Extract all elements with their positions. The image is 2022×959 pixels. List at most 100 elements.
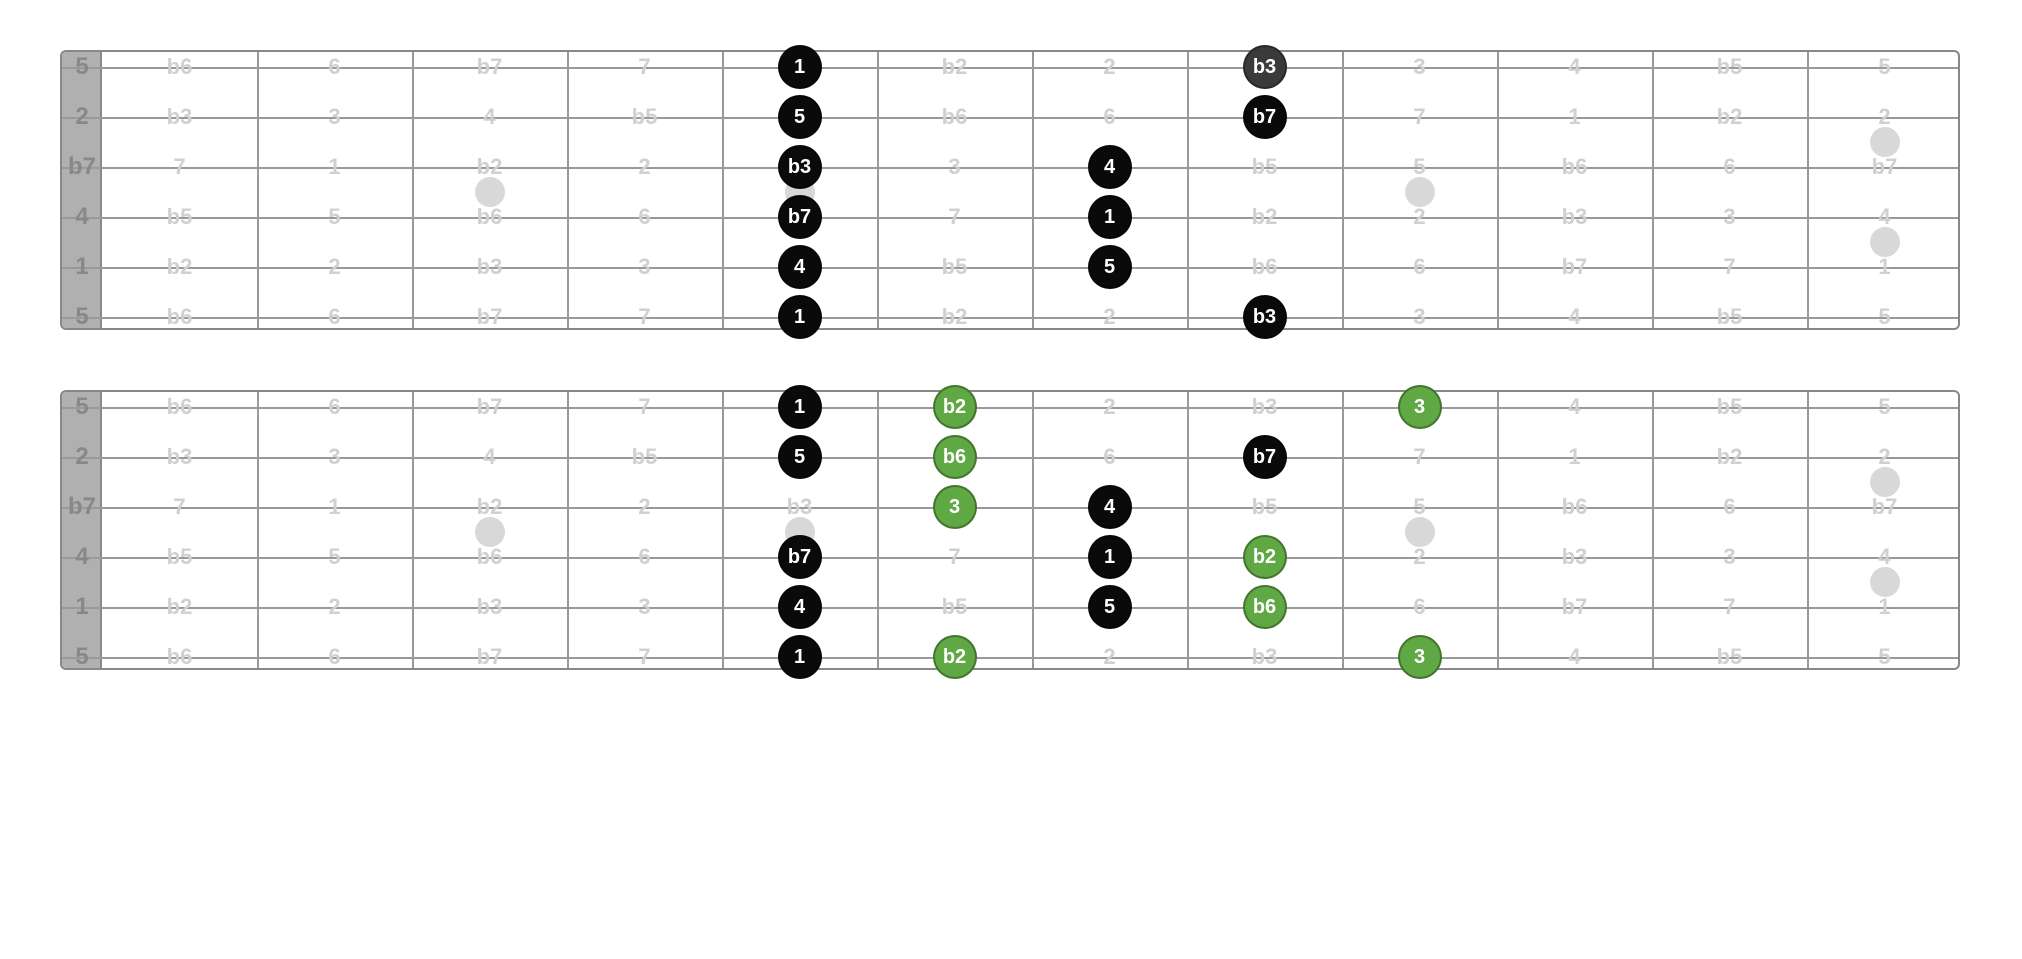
open-string-label: 5: [75, 53, 88, 81]
note-dot: b2: [933, 385, 977, 429]
ghost-interval-label: 2: [1878, 104, 1890, 130]
string-line: [62, 217, 1958, 219]
fret-line: [1342, 52, 1344, 328]
ghost-interval-label: 3: [948, 154, 960, 180]
ghost-interval-label: 1: [328, 154, 340, 180]
string-line: [62, 267, 1958, 269]
ghost-interval-label: 5: [328, 204, 340, 230]
ghost-interval-label: 3: [1413, 54, 1425, 80]
ghost-interval-label: 1: [328, 494, 340, 520]
string-line: [62, 117, 1958, 119]
fret-line: [1807, 392, 1809, 668]
open-string-label: 1: [75, 253, 88, 281]
note-dot: 1: [1088, 195, 1132, 239]
ghost-interval-label: b5: [1717, 644, 1743, 670]
ghost-interval-label: b5: [632, 444, 658, 470]
ghost-interval-label: 5: [1878, 394, 1890, 420]
fret-inlay: [1870, 127, 1900, 157]
note-dot: b2: [1243, 535, 1287, 579]
ghost-interval-label: b3: [1562, 544, 1588, 570]
ghost-interval-label: 6: [1103, 444, 1115, 470]
note-dot: 3: [933, 485, 977, 529]
ghost-interval-label: 4: [1568, 304, 1580, 330]
ghost-interval-label: 4: [483, 444, 495, 470]
note-dot: 1: [778, 635, 822, 679]
string-line: [62, 507, 1958, 509]
open-string-label: 4: [75, 203, 88, 231]
ghost-interval-label: 4: [483, 104, 495, 130]
ghost-interval-label: b2: [1252, 204, 1278, 230]
fret-line: [877, 52, 879, 328]
nut: [62, 392, 102, 668]
ghost-interval-label: 7: [1413, 104, 1425, 130]
note-dot: 1: [778, 45, 822, 89]
ghost-interval-label: b6: [167, 304, 193, 330]
note-dot: 3: [1398, 635, 1442, 679]
note-dot: 5: [1088, 245, 1132, 289]
string-line: [62, 67, 1958, 69]
ghost-interval-label: 6: [638, 204, 650, 230]
fret-line: [722, 52, 724, 328]
ghost-interval-label: 6: [1413, 254, 1425, 280]
ghost-interval-label: b2: [167, 254, 193, 280]
fret-line: [567, 392, 569, 668]
ghost-interval-label: 5: [1413, 154, 1425, 180]
ghost-interval-label: 5: [1878, 54, 1890, 80]
fret-line: [567, 52, 569, 328]
ghost-interval-label: 3: [1723, 204, 1735, 230]
note-dot: 3: [1398, 385, 1442, 429]
fret-line: [1652, 52, 1654, 328]
fret-line: [257, 52, 259, 328]
ghost-interval-label: b3: [477, 254, 503, 280]
fretboard-diagram-1: 52b7415b66b77b2234b55b334b5b6671b2271b22…: [60, 50, 1962, 330]
ghost-interval-label: 3: [638, 254, 650, 280]
fret-line: [1032, 392, 1034, 668]
ghost-interval-label: 2: [1103, 644, 1115, 670]
fret-line: [877, 392, 879, 668]
note-dot: b7: [778, 195, 822, 239]
ghost-interval-label: b7: [1872, 494, 1898, 520]
fret-inlay: [475, 517, 505, 547]
fret-line: [257, 392, 259, 668]
ghost-interval-label: 7: [638, 54, 650, 80]
ghost-interval-label: b5: [942, 254, 968, 280]
open-string-label: 5: [75, 393, 88, 421]
open-string-label: b7: [68, 153, 96, 181]
ghost-interval-label: b3: [787, 494, 813, 520]
ghost-interval-label: 2: [1878, 444, 1890, 470]
note-dot: b3: [1243, 45, 1287, 89]
ghost-interval-label: b5: [1717, 304, 1743, 330]
ghost-interval-label: b6: [167, 54, 193, 80]
ghost-interval-label: 2: [1103, 394, 1115, 420]
ghost-interval-label: b6: [167, 394, 193, 420]
ghost-interval-label: 1: [1568, 104, 1580, 130]
open-string-label: 2: [75, 443, 88, 471]
fret-inlay: [475, 177, 505, 207]
ghost-interval-label: 1: [1878, 594, 1890, 620]
note-dot: b7: [1243, 435, 1287, 479]
ghost-interval-label: b6: [942, 104, 968, 130]
ghost-interval-label: 2: [1413, 204, 1425, 230]
ghost-interval-label: 5: [328, 544, 340, 570]
ghost-interval-label: b7: [1562, 254, 1588, 280]
ghost-interval-label: 4: [1568, 644, 1580, 670]
ghost-interval-label: b5: [167, 544, 193, 570]
ghost-interval-label: 7: [638, 644, 650, 670]
ghost-interval-label: b5: [1717, 54, 1743, 80]
fretboard-diagram-2: 52b7415b66b772b34b55b334b5671b2271b22b3b…: [60, 390, 1962, 670]
ghost-interval-label: b6: [1562, 154, 1588, 180]
ghost-interval-label: 5: [1878, 304, 1890, 330]
ghost-interval-label: 2: [328, 594, 340, 620]
ghost-interval-label: 2: [1413, 544, 1425, 570]
ghost-interval-label: b3: [1252, 394, 1278, 420]
ghost-interval-label: b2: [942, 54, 968, 80]
ghost-interval-label: b6: [477, 544, 503, 570]
ghost-interval-label: b3: [167, 444, 193, 470]
ghost-interval-label: 1: [1568, 444, 1580, 470]
ghost-interval-label: b6: [1562, 494, 1588, 520]
ghost-interval-label: b2: [167, 594, 193, 620]
ghost-interval-label: 4: [1878, 544, 1890, 570]
note-dot: b6: [933, 435, 977, 479]
ghost-interval-label: 3: [638, 594, 650, 620]
ghost-interval-label: b2: [477, 154, 503, 180]
